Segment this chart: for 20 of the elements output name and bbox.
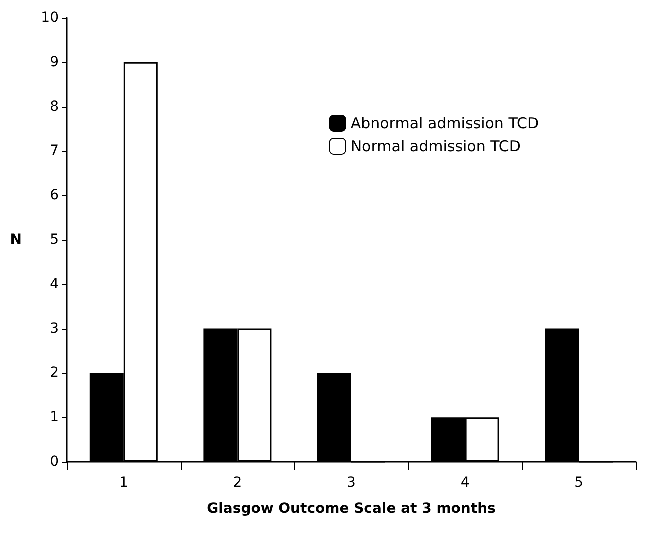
y-tick-label: 4: [50, 276, 60, 292]
legend-label: Normal admission TCD: [350, 138, 521, 156]
x-tick-label: 1: [119, 475, 128, 491]
x-tick-label: 2: [233, 475, 242, 491]
x-axis-title: Glasgow Outcome Scale at 3 months: [207, 501, 496, 517]
x-tick-label: 4: [460, 475, 470, 491]
y-tick-label: 1: [50, 410, 59, 426]
y-tick-label: 5: [50, 232, 59, 248]
y-tick-label: 10: [41, 10, 59, 26]
y-tick-label: 9: [50, 54, 59, 70]
x-tick-label: 5: [574, 475, 584, 491]
y-tick-label: 2: [50, 365, 59, 382]
y-tick-label: 6: [50, 188, 60, 204]
y-tick-label: 8: [50, 98, 59, 115]
y-tick-label: 0: [50, 454, 59, 470]
y-tick-label: 7: [50, 143, 59, 160]
legend-label: Abnormal admission TCD: [350, 114, 540, 132]
y-tick-label: 3: [50, 320, 59, 337]
y-axis-title: N: [10, 232, 22, 248]
x-tick-label: 3: [347, 475, 356, 491]
